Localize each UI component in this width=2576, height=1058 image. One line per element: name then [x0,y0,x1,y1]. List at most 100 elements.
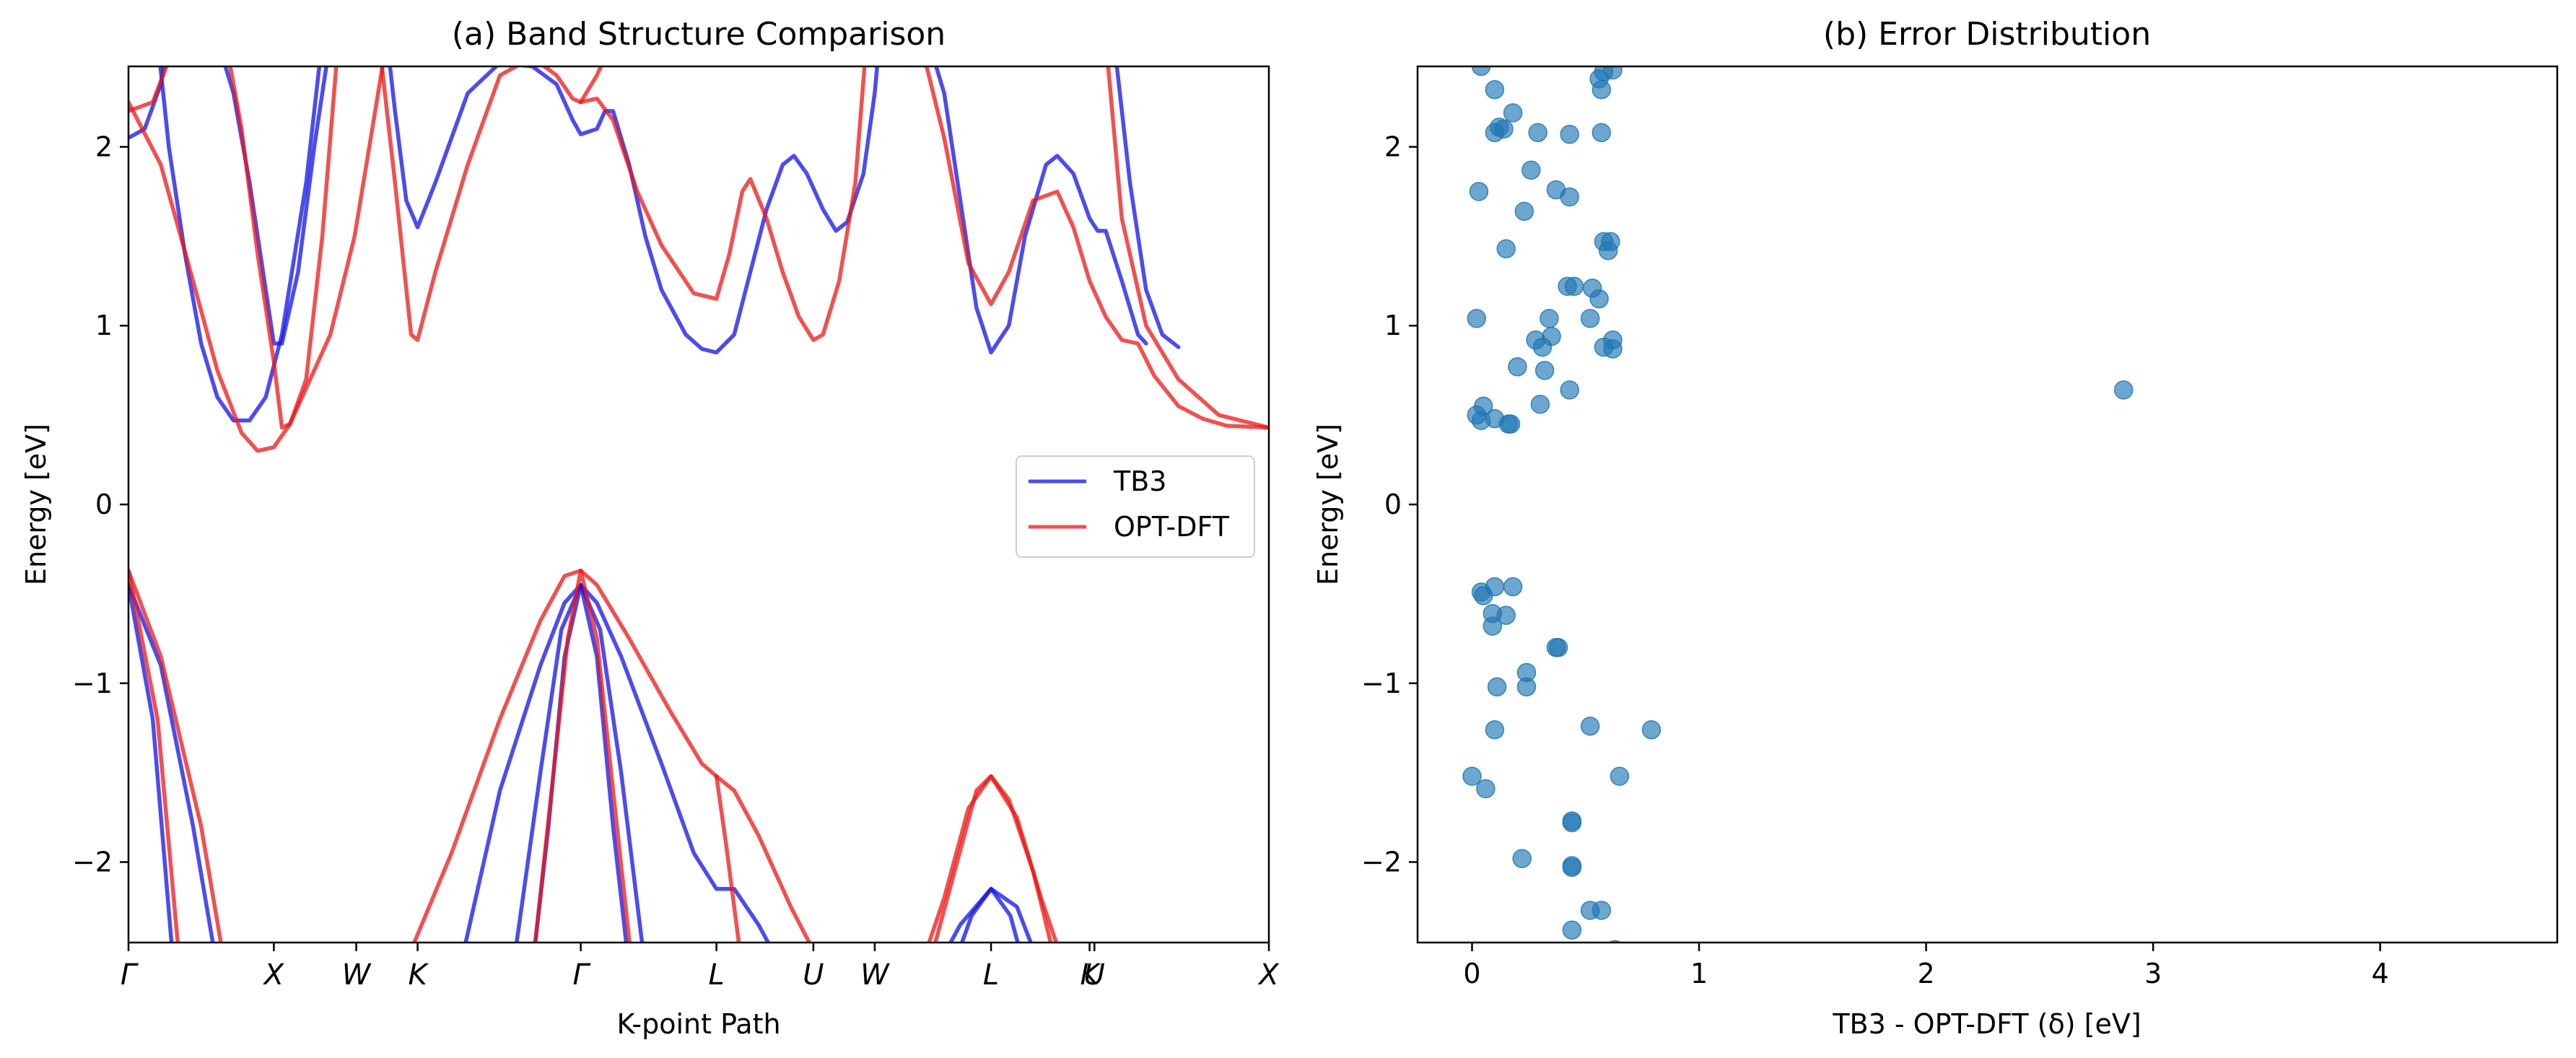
error-point [1485,577,1505,597]
error-point [1496,605,1516,625]
error-point [1580,716,1600,736]
error-point [1485,720,1505,740]
error-point [1592,123,1612,142]
panel-b-ytick-label: 0 [1384,489,1402,520]
error-point [1589,289,1609,309]
error-point [1512,849,1532,868]
panel-b-xtick-label: 2 [1917,958,1934,989]
error-point [1469,182,1489,201]
panel-b-xtick-label: 4 [2372,958,2389,989]
error-point [1610,766,1630,786]
panel-a-ylabel: Energy [eV] [20,424,52,585]
panel-b-ytick-label: −1 [1361,668,1402,699]
error-point [1641,720,1662,740]
error-point [1516,677,1537,696]
opt-dft-band-4 [228,66,339,430]
kpoint-label: L [983,958,999,992]
panel-b-xtick-label: 0 [1463,958,1480,989]
panel-a-xlabel: K-point Path [616,1008,780,1040]
error-point [1485,79,1505,100]
opt-dft-band-7 [412,568,812,943]
error-point [1534,360,1555,380]
panel-a-title: (a) Band Structure Comparison [452,16,946,53]
error-point [1503,577,1523,597]
tb3-band-6 [463,582,771,943]
panel-a-ytick-label: 0 [95,489,113,520]
kpoint-label: X [263,958,285,992]
opt-dft-band-5 [380,66,867,342]
panel-a-ytick-label: 1 [95,310,113,341]
error-point [1580,309,1600,328]
band-lines [128,66,1269,943]
tb3-band-0 [128,582,215,943]
opt-dft-band-6 [578,66,603,105]
error-point [1467,309,1487,328]
panel-a-ytick-label: −2 [72,847,113,878]
panel-b-ytick-label: 2 [1384,131,1402,162]
tb3-band-3 [158,66,322,423]
panel-b-x-ticks: 0 1 2 3 4 [1463,943,2389,989]
kpoint-label: K [1080,958,1101,992]
error-point [1485,123,1505,142]
error-distribution-panel: (b) Error Distribution −2 −1 0 1 2 0 1 2 3 4 TB3… [1312,16,2559,1040]
error-point [1528,123,1547,142]
error-point [1603,66,1623,80]
panel-b-ytick-label: 1 [1384,310,1402,341]
error-point [1598,240,1618,261]
error-point [1564,276,1584,296]
opt-dft-band-8 [533,568,632,943]
panel-b-ylabel: Energy [eV] [1312,424,1344,585]
panel-b-title: (b) Error Distribution [1823,16,2151,53]
error-point [1592,901,1612,920]
error-point [1514,201,1534,221]
legend-label-opt-dft: OPT-DFT [1114,511,1230,543]
error-point [1540,309,1559,328]
error-points [1462,66,2134,943]
kpoint-label: Γ [121,958,139,992]
panel-b-xtick-label: 1 [1690,958,1708,989]
opt-dft-band-11 [927,774,1059,943]
kpoint-label: U [1084,958,1105,992]
error-point [1530,395,1550,414]
kpoint-label: W [860,958,890,992]
panel-b-y-ticks: −2 −1 0 1 2 [1361,131,1418,878]
opt-dft-band-9 [714,774,741,943]
error-point [1476,779,1496,799]
error-point [1562,857,1582,878]
error-point [1508,357,1527,377]
kpoint-label: Γ [572,958,590,992]
legend-label-tb3: TB3 [1113,465,1166,497]
panel-b-xlabel: TB3 - OPT-DFT (δ) [eV] [1832,1008,2141,1040]
tb3-band-5 [388,66,880,355]
error-point [1471,66,1491,76]
opt-dft-band-0 [128,568,223,943]
kpoint-label: W [342,958,372,992]
error-point [1562,920,1582,940]
band-structure-panel: (a) Band Structure Comparison −2 −1 0 1 2 Γ X… [20,16,1280,1040]
tb3-band-8 [515,582,645,943]
tb3-band-12 [1114,66,1181,349]
opt-dft-band-12 [924,66,1269,430]
opt-dft-band-13 [1106,66,1269,430]
error-point [1603,339,1623,359]
error-point [1548,637,1568,657]
kpoint-label: X [1257,958,1280,992]
error-point [1501,414,1521,434]
panel-b-xtick-label: 3 [2144,958,2162,989]
error-point [1532,337,1553,357]
error-point [1562,813,1582,833]
panel-a-ytick-label: 2 [95,131,113,162]
error-point [1592,79,1612,100]
panel-a-ytick-label: −1 [72,668,113,699]
kpoint-label: K [408,958,429,992]
error-point [1560,124,1579,144]
error-point [1462,766,1482,786]
tb3-band-10 [948,886,1033,943]
error-point [1483,616,1503,636]
kpoint-ticks: Γ X W K Γ L U W L KU X [121,943,1280,992]
kpoint-label: U [803,958,824,992]
error-point [1496,239,1516,258]
opt-dft-band-2 [128,66,169,113]
